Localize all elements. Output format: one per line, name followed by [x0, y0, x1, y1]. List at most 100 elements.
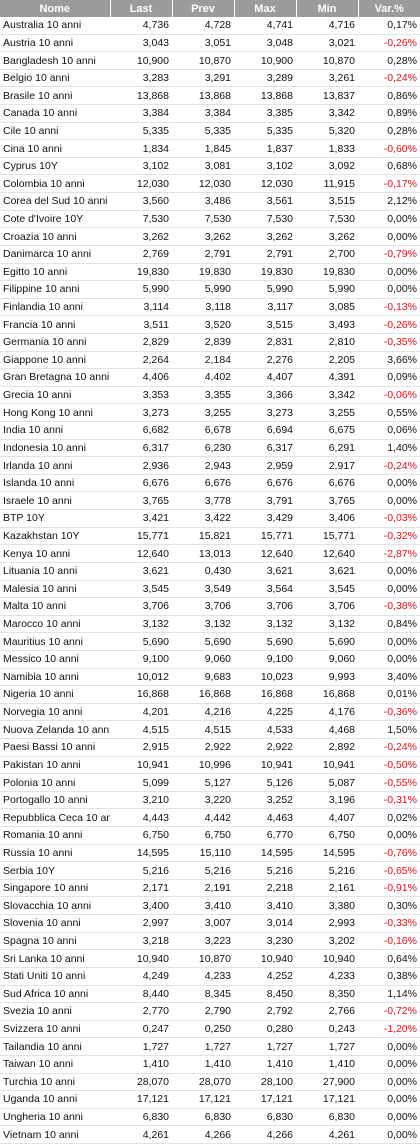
table-row[interactable]: Kazakhstan 10Y 15,771 15,821 15,771 15,771 -0…	[0, 527, 420, 546]
bond-name[interactable]: Corea del Sud 10 anni	[0, 192, 110, 211]
table-row[interactable]: Marocco 10 anni 3,132 3,132 3,132 3,132 0,84%	[0, 615, 420, 634]
bond-name[interactable]: Germania 10 anni	[0, 333, 110, 352]
bond-name[interactable]: Sud Africa 10 anni	[0, 985, 110, 1004]
bond-name[interactable]: Nuova Zelanda 10 anni	[0, 720, 110, 739]
table-row[interactable]: Spagna 10 anni 3,218 3,223 3,230 3,202 -0,16%	[0, 932, 420, 951]
bond-name[interactable]: Norvegia 10 anni	[0, 703, 110, 722]
bond-name[interactable]: Uganda 10 anni	[0, 1090, 110, 1109]
bond-name[interactable]: Giappone 10 anni	[0, 351, 110, 370]
table-row[interactable]: Indonesia 10 anni 6,317 6,230 6,317 6,291 1,4…	[0, 439, 420, 458]
table-row[interactable]: Taiwan 10 anni 1,410 1,410 1,410 1,410 0,00%	[0, 1055, 420, 1074]
bond-name[interactable]: Kenya 10 anni	[0, 544, 110, 563]
table-row[interactable]: Turchia 10 anni 28,070 28,070 28,100 27,900 0…	[0, 1073, 420, 1092]
table-row[interactable]: Finlandia 10 anni 3,114 3,118 3,117 3,085 -0,…	[0, 298, 420, 317]
bond-name[interactable]: Egitto 10 anni	[0, 263, 110, 282]
bond-name[interactable]: Israele 10 anni	[0, 491, 110, 511]
table-row[interactable]: Norvegia 10 anni 4,201 4,216 4,225 4,176 -0,3…	[0, 703, 420, 722]
bond-name[interactable]: Hong Kong 10 anni	[0, 403, 110, 423]
bond-name[interactable]: Pakistan 10 anni	[0, 756, 110, 775]
bond-name[interactable]: Australia 10 anni	[0, 17, 110, 35]
bond-name[interactable]: Irlanda 10 anni	[0, 456, 110, 475]
bond-name[interactable]: Islanda 10 anni	[0, 474, 110, 493]
table-row[interactable]: Corea del Sud 10 anni 3,560 3,486 3,561 3,51…	[0, 192, 420, 211]
table-row[interactable]: Ungheria 10 anni 6,830 6,830 6,830 6,830 0,00…	[0, 1108, 420, 1127]
table-row[interactable]: Romania 10 anni 6,750 6,750 6,770 6,750 0,00%	[0, 826, 420, 845]
bond-name[interactable]: Russia 10 anni	[0, 844, 110, 863]
bond-name[interactable]: Gran Bretagna 10 anni	[0, 368, 110, 387]
header-nome[interactable]: Nome	[0, 0, 111, 17]
bond-name[interactable]: Turchia 10 anni	[0, 1073, 110, 1092]
table-row[interactable]: Cyprus 10Y 3,102 3,081 3,102 3,092 0,68%	[0, 157, 420, 176]
table-row[interactable]: Svezia 10 anni 2,770 2,790 2,792 2,766 -0,72%	[0, 1002, 420, 1021]
table-row[interactable]: Filippine 10 anni 5,990 5,990 5,990 5,990 0,0…	[0, 280, 420, 299]
table-row[interactable]: Sri Lanka 10 anni 10,940 10,870 10,940 10,94…	[0, 949, 420, 968]
table-row[interactable]: Giappone 10 anni 2,264 2,184 2,276 2,205 3,66…	[0, 351, 420, 370]
bond-name[interactable]: Belgio 10 anni	[0, 69, 110, 88]
table-row[interactable]: Kenya 10 anni 12,640 13,013 12,640 12,640 -2,…	[0, 544, 420, 563]
bond-name[interactable]: Tailandia 10 anni	[0, 1037, 110, 1056]
bond-name[interactable]: Cina 10 anni	[0, 139, 110, 158]
bond-name[interactable]: Bangladesh 10 anni	[0, 51, 110, 70]
table-row[interactable]: Slovenia 10 anni 2,997 3,007 3,014 2,993 -0,3…	[0, 914, 420, 933]
table-row[interactable]: Grecia 10 anni 3,353 3,355 3,366 3,342 -0,06%	[0, 386, 420, 405]
bond-name[interactable]: Canada 10 anni	[0, 104, 110, 123]
bond-name[interactable]: Singapore 10 anni	[0, 879, 110, 898]
table-row[interactable]: Francia 10 anni 3,511 3,520 3,515 3,493 -0,26…	[0, 315, 420, 334]
bond-name[interactable]: Paesi Bassi 10 anni	[0, 738, 110, 757]
table-row[interactable]: Uganda 10 anni 17,121 17,121 17,121 17,121 0,…	[0, 1090, 420, 1109]
table-row[interactable]: Mauritius 10 anni 5,690 5,690 5,690 5,690 0,0…	[0, 632, 420, 651]
bond-name[interactable]: Brasile 10 anni	[0, 86, 110, 106]
table-row[interactable]: Sud Africa 10 anni 8,440 8,345 8,450 8,350 1,…	[0, 985, 420, 1004]
table-row[interactable]: Germania 10 anni 2,829 2,839 2,831 2,810 -0,3…	[0, 333, 420, 352]
bond-name[interactable]: Portogallo 10 anni	[0, 791, 110, 810]
table-row[interactable]: Israele 10 anni 3,765 3,778 3,791 3,765 0,00%	[0, 491, 420, 511]
table-row[interactable]: Danimarca 10 anni 2,769 2,791 2,791 2,700 -0,…	[0, 245, 420, 264]
table-row[interactable]: Croazia 10 anni 3,262 3,262 3,262 3,262 0,00%	[0, 227, 420, 246]
bond-name[interactable]: Sri Lanka 10 anni	[0, 949, 110, 968]
bond-name[interactable]: Filippine 10 anni	[0, 280, 110, 299]
table-row[interactable]: Stati Uniti 10 anni 4,249 4,233 4,252 4,233 0…	[0, 967, 420, 986]
table-row[interactable]: Serbia 10Y 5,216 5,216 5,216 5,216 -0,65%	[0, 861, 420, 880]
bond-name[interactable]: Serbia 10Y	[0, 861, 110, 880]
table-row[interactable]: Bangladesh 10 anni 10,900 10,870 10,900 10,8…	[0, 51, 420, 70]
table-row[interactable]: Paesi Bassi 10 anni 2,915 2,922 2,922 2,892-…	[0, 738, 420, 757]
table-row[interactable]: Irlanda 10 anni 2,936 2,943 2,959 2,917 -0,24…	[0, 456, 420, 475]
bond-name[interactable]: Colombia 10 anni	[0, 174, 110, 194]
bond-name[interactable]: Malta 10 anni	[0, 597, 110, 616]
table-row[interactable]: Repubblica Ceca 10 anni 4,443 4,442 4,463 4,…	[0, 808, 420, 828]
bond-name[interactable]: Spagna 10 anni	[0, 932, 110, 951]
bond-name[interactable]: Finlandia 10 anni	[0, 298, 110, 317]
table-row[interactable]: Russia 10 anni 14,595 15,110 14,595 14,595 -0…	[0, 844, 420, 863]
bond-name[interactable]: Ungheria 10 anni	[0, 1108, 110, 1127]
bond-name[interactable]: Namibia 10 anni	[0, 668, 110, 687]
bond-name[interactable]: Croazia 10 anni	[0, 227, 110, 246]
bond-name[interactable]: Cile 10 anni	[0, 122, 110, 141]
table-row[interactable]: Islanda 10 anni 6,676 6,676 6,676 6,676 0,00%	[0, 474, 420, 493]
table-row[interactable]: Malta 10 anni 3,706 3,706 3,706 3,706 -0,38%	[0, 597, 420, 616]
table-row[interactable]: Colombia 10 anni 12,030 12,030 12,030 11,915…	[0, 174, 420, 194]
table-row[interactable]: Vietnam 10 anni 4,261 4,266 4,266 4,261 0,00%	[0, 1125, 420, 1144]
table-row[interactable]: Hong Kong 10 anni 3,273 3,255 3,273 3,255 0,5…	[0, 403, 420, 423]
table-row[interactable]: India 10 anni 6,682 6,678 6,694 6,675 0,06%	[0, 421, 420, 440]
bond-name[interactable]: Cyprus 10Y	[0, 157, 110, 176]
table-row[interactable]: Australia 10 anni 4,736 4,728 4,741 4,716 0,1…	[0, 17, 420, 35]
table-row[interactable]: Tailandia 10 anni 1,727 1,727 1,727 1,727 0,0…	[0, 1037, 420, 1056]
bond-name[interactable]: Grecia 10 anni	[0, 386, 110, 405]
table-row[interactable]: Messico 10 anni 9,100 9,060 9,100 9,060 0,00%	[0, 650, 420, 669]
bond-name[interactable]: Romania 10 anni	[0, 826, 110, 845]
bond-name[interactable]: Austria 10 anni	[0, 34, 110, 53]
bond-name[interactable]: Kazakhstan 10Y	[0, 527, 110, 546]
bond-name[interactable]: Indonesia 10 anni	[0, 439, 110, 458]
bond-name[interactable]: Vietnam 10 anni	[0, 1125, 110, 1144]
table-row[interactable]: Cote d'Ivoire 10Y 7,530 7,530 7,530 7,530 0,0…	[0, 210, 420, 229]
bond-name[interactable]: Slovenia 10 anni	[0, 914, 110, 933]
table-row[interactable]: Canada 10 anni 3,384 3,384 3,385 3,342 0,89%	[0, 104, 420, 123]
bond-name[interactable]: Cote d'Ivoire 10Y	[0, 210, 110, 229]
table-row[interactable]: Nuova Zelanda 10 anni 4,515 4,515 4,533 4,46…	[0, 720, 420, 739]
table-row[interactable]: Malesia 10 anni 3,545 3,549 3,564 3,545 0,00%	[0, 580, 420, 599]
bond-name[interactable]: Danimarca 10 anni	[0, 245, 110, 264]
table-row[interactable]: Slovacchia 10 anni 3,400 3,410 3,410 3,380 0,…	[0, 896, 420, 916]
table-row[interactable]: Gran Bretagna 10 anni 4,406 4,402 4,407 4,39…	[0, 368, 420, 387]
bond-name[interactable]: Nigeria 10 anni	[0, 685, 110, 704]
header-max[interactable]: Max	[234, 0, 297, 17]
